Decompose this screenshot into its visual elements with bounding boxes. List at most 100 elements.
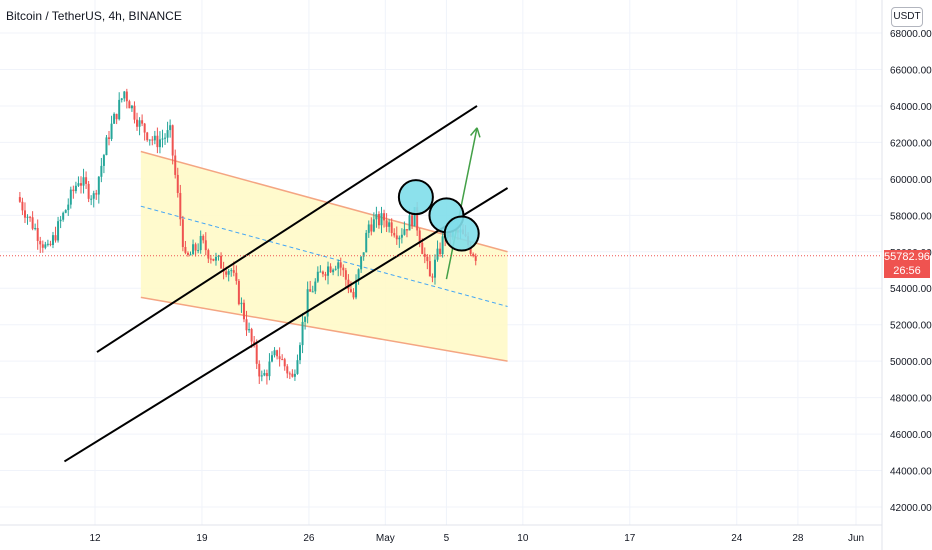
candle-body	[41, 244, 44, 248]
candle-body	[357, 269, 360, 281]
candle-body	[398, 237, 401, 240]
candle-body	[148, 139, 151, 141]
candle-body	[51, 235, 54, 245]
candle-body	[23, 210, 26, 218]
candle-body	[113, 113, 116, 124]
price-tick-label: 64000.00	[890, 102, 932, 113]
candle-body	[276, 350, 279, 357]
candle-body	[263, 373, 266, 376]
candle-body	[189, 254, 192, 256]
candle-body	[337, 262, 340, 269]
candle-body	[235, 272, 238, 281]
candle-body	[260, 375, 263, 377]
candle-body	[400, 234, 403, 238]
candle-body	[421, 242, 424, 254]
candle-body	[146, 132, 149, 141]
candle-body	[102, 155, 105, 166]
candle-body	[136, 119, 139, 127]
candle-body	[227, 271, 230, 275]
candle-body	[321, 271, 324, 275]
price-tick-label: 44000.00	[890, 467, 932, 478]
channel-midline	[140, 205, 508, 307]
candle-body	[428, 261, 431, 277]
last-price-value: 55782.96	[884, 251, 930, 263]
candle-body	[352, 291, 355, 298]
candle-body	[377, 214, 380, 226]
candle-body	[329, 266, 332, 273]
candle-body	[138, 120, 141, 127]
candle-body	[405, 229, 408, 231]
candle-body	[418, 230, 421, 243]
time-tick-label: 28	[792, 533, 804, 544]
candle-body	[270, 355, 273, 362]
last-price-tag: 55782.96 26:56	[884, 250, 930, 278]
time-tick-label: 5	[444, 533, 450, 544]
candle-body	[278, 356, 281, 360]
candle-body	[293, 373, 296, 377]
candle-body	[128, 101, 131, 109]
candle-body	[118, 99, 121, 120]
candle-body	[349, 289, 352, 292]
candle-body	[436, 248, 439, 260]
candle-body	[77, 183, 80, 186]
candle-body	[324, 274, 327, 276]
time-tick-label: Jun	[848, 533, 864, 544]
candle-body	[18, 197, 21, 202]
candle-body	[268, 361, 271, 377]
candle-body	[372, 219, 375, 232]
candle-body	[334, 268, 337, 270]
candle-body	[44, 244, 47, 248]
candle-body	[169, 125, 172, 131]
candle-body	[192, 244, 195, 255]
candle-body	[265, 373, 268, 377]
candle-body	[339, 262, 342, 268]
candle-body	[332, 269, 335, 273]
candle-body	[115, 113, 118, 120]
candle-body	[342, 267, 345, 271]
price-tick-label: 58000.00	[890, 211, 932, 222]
candle-body	[179, 192, 182, 220]
candle-body	[143, 123, 146, 133]
currency-badge[interactable]: USDT	[891, 7, 923, 27]
candle-body	[123, 91, 126, 99]
candle-body	[237, 280, 240, 305]
candle-body	[360, 256, 363, 270]
candle-body	[34, 228, 37, 230]
candle-body	[79, 183, 82, 186]
candle-body	[362, 252, 365, 257]
candle-body	[31, 217, 34, 229]
candle-body	[355, 280, 358, 298]
channel-lower-border	[140, 296, 508, 362]
candle-body	[212, 258, 215, 261]
candle-body	[232, 270, 235, 273]
time-tick-label: 26	[303, 533, 315, 544]
candle-body	[97, 176, 100, 195]
candle-body	[385, 220, 388, 227]
candle-body	[273, 350, 276, 356]
candle-body	[296, 360, 299, 374]
candle-body	[21, 201, 24, 211]
candle-body	[176, 174, 179, 193]
candle-body	[370, 224, 373, 232]
candle-body	[166, 130, 169, 138]
candle-body	[54, 235, 57, 241]
candle-body	[288, 373, 291, 375]
candle-body	[105, 137, 108, 156]
touch-circle	[443, 215, 480, 252]
candle-body	[100, 165, 103, 177]
candle-body	[199, 235, 202, 251]
candle-body	[253, 341, 256, 345]
forecast-arrow-head	[469, 127, 478, 136]
bar-countdown: 26:56	[893, 265, 921, 277]
chart-title: Bitcoin / TetherUS, 4h, BINANCE	[6, 9, 182, 23]
candle-body	[347, 279, 350, 290]
candle-body	[327, 266, 330, 276]
candle-body	[202, 235, 205, 241]
candle-body	[472, 253, 475, 257]
candle-body	[408, 215, 411, 231]
candle-body	[230, 270, 233, 272]
candle-body	[220, 255, 223, 269]
candle-body	[156, 135, 159, 148]
candle-body	[174, 155, 177, 175]
